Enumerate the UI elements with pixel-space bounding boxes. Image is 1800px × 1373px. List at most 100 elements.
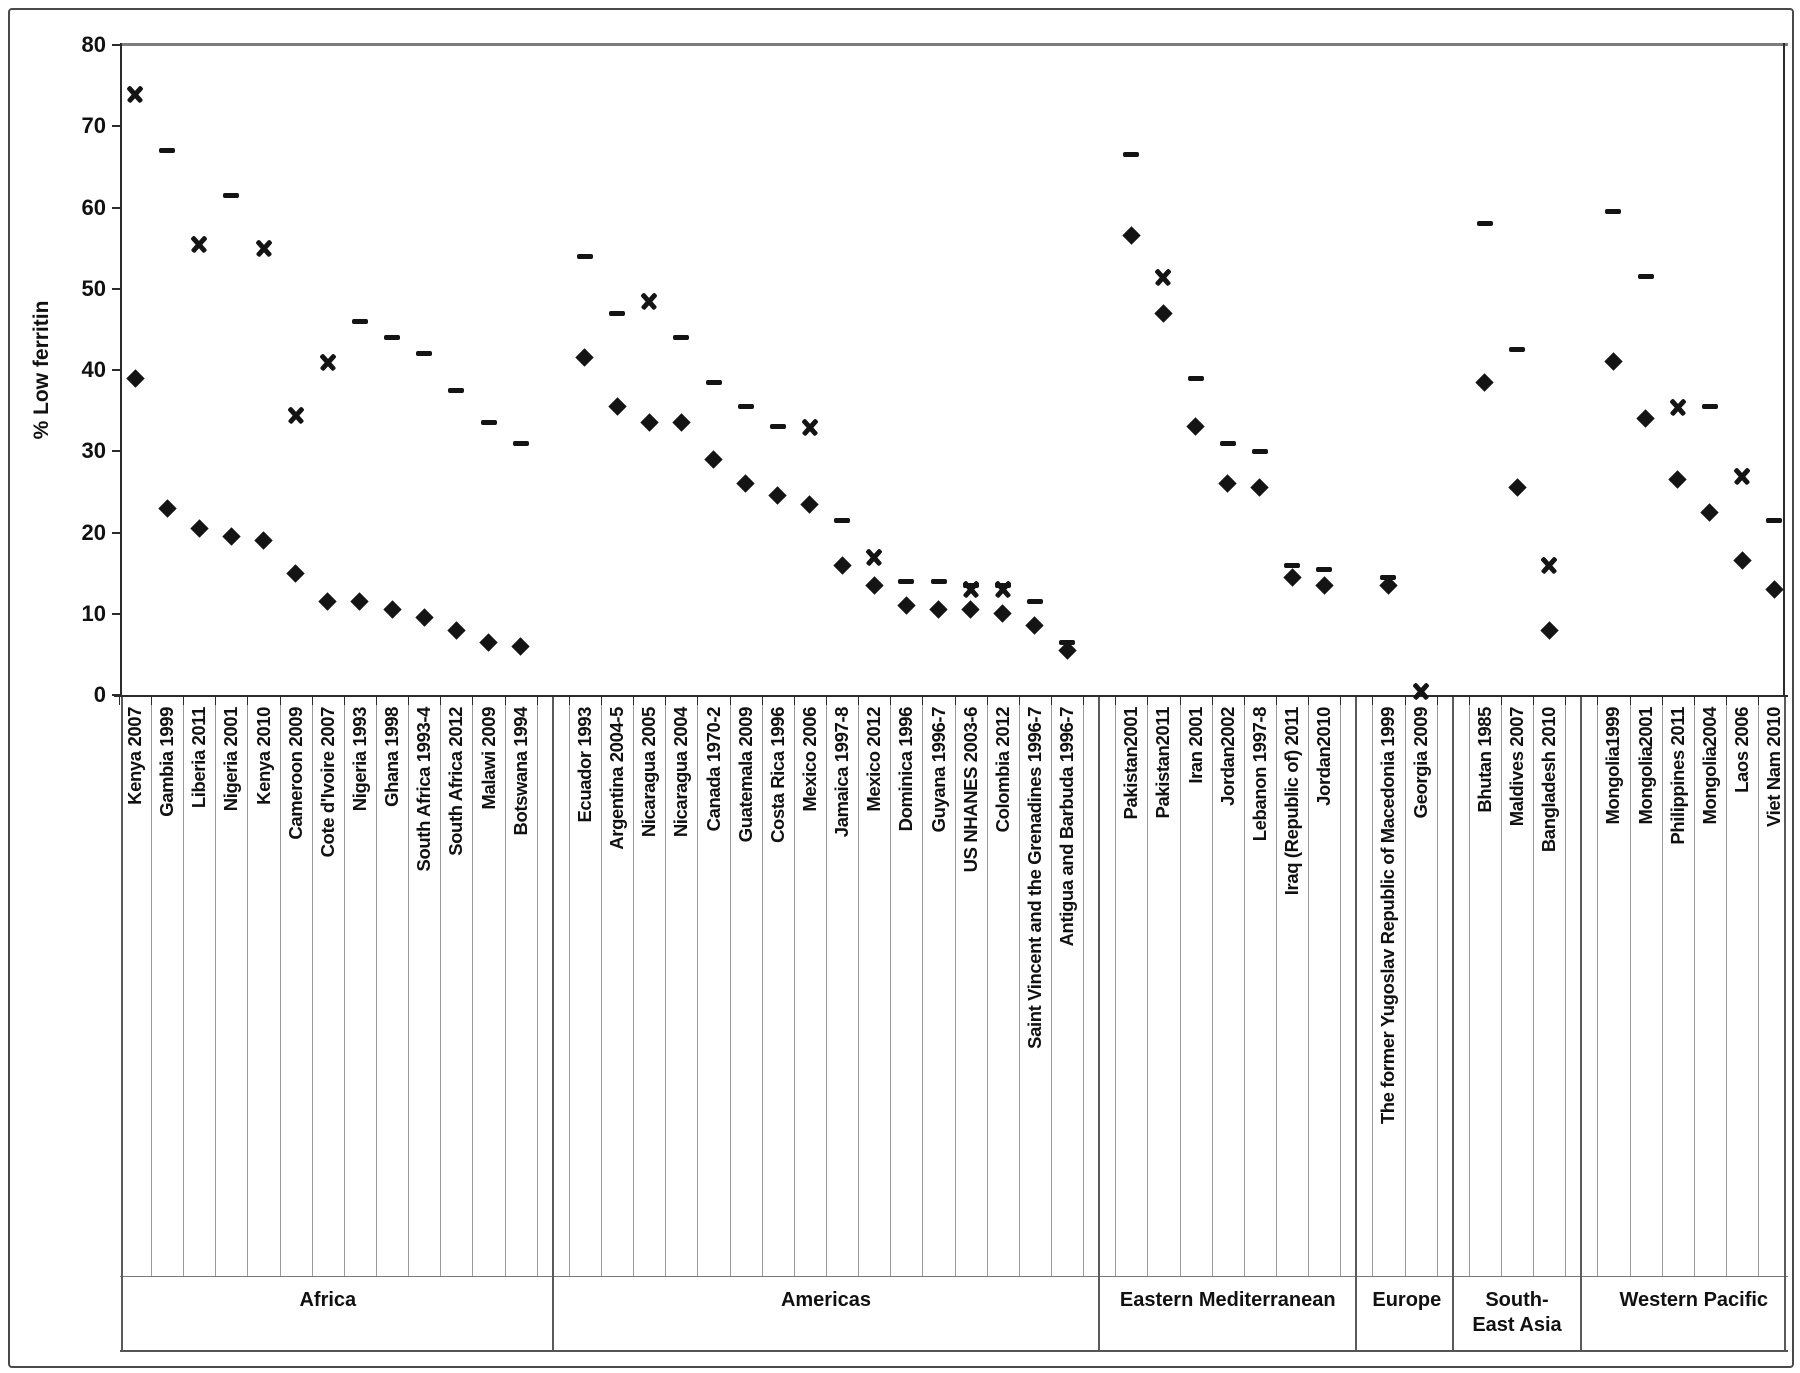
region-band-top-line	[120, 1276, 1788, 1277]
region-label: Western Pacific	[1619, 1289, 1769, 1311]
x-tick	[1083, 697, 1085, 705]
column-separator	[504, 697, 506, 1276]
country-label: Nigeria 2001	[220, 707, 242, 812]
country-label: Guatemala 2009	[734, 707, 756, 843]
country-label: Mexico 2006	[798, 707, 820, 812]
x-marker	[125, 84, 145, 104]
column-separator	[151, 697, 153, 1276]
y-tick	[112, 44, 121, 46]
x-tick	[633, 697, 635, 705]
country-label: Mongolia2004	[1698, 707, 1720, 825]
column-separator	[1372, 697, 1374, 1276]
x-marker	[1411, 681, 1431, 701]
diamond-marker	[190, 519, 209, 538]
country-label: Mongolia2001	[1634, 707, 1656, 825]
region-boundary-line	[551, 697, 554, 1350]
column-separator	[1468, 697, 1470, 1276]
x-tick	[1179, 697, 1181, 705]
x-tick	[408, 697, 410, 705]
region-label: Eastern Mediterranean	[1119, 1289, 1336, 1311]
y-tick-label: 80	[81, 32, 106, 57]
column-separator	[858, 697, 860, 1276]
country-label: Argentina 2004-5	[606, 707, 628, 850]
diamond-marker	[1700, 502, 1720, 522]
country-label: Georgia 2009	[1409, 707, 1431, 819]
country-label: Jordan2010	[1313, 707, 1335, 806]
diamond-marker	[961, 600, 980, 619]
dash-marker	[1766, 517, 1783, 523]
region-label: Europe	[1372, 1289, 1442, 1311]
country-label: Philippines 2011	[1666, 707, 1688, 845]
column-separator	[922, 697, 924, 1276]
dash-marker	[609, 310, 626, 316]
x-tick	[568, 697, 570, 705]
y-tick-label: 40	[81, 357, 106, 382]
y-tick-label: 50	[81, 275, 106, 301]
x-tick	[440, 697, 442, 705]
region-label: Africa	[299, 1289, 357, 1311]
x-tick	[1500, 697, 1502, 705]
dash-marker	[1476, 221, 1493, 227]
x-tick	[247, 697, 249, 705]
y-tick-label: 20	[81, 519, 106, 545]
dash-marker	[898, 578, 915, 584]
diamond-marker	[415, 608, 434, 628]
diamond-marker	[607, 397, 627, 416]
x-tick	[118, 697, 120, 705]
plot-top-border	[120, 43, 1788, 46]
diamond-marker	[1250, 478, 1270, 498]
diamond-marker	[286, 563, 305, 583]
dash-marker	[576, 253, 593, 259]
column-separator	[1758, 697, 1760, 1276]
column-separator	[1243, 697, 1245, 1276]
country-label: Gambia 1999	[156, 707, 178, 817]
diamond-marker	[447, 620, 466, 640]
dash-marker	[930, 578, 947, 584]
diamond-marker	[736, 474, 755, 493]
y-tick-label: 60	[81, 194, 106, 220]
column-separator	[1725, 697, 1727, 1276]
column-separator	[1597, 697, 1599, 1276]
x-tick	[536, 697, 538, 705]
diamond-marker	[479, 632, 498, 652]
x-tick	[601, 697, 603, 705]
column-separator	[279, 697, 281, 1276]
country-label: Costa Rica 1996	[766, 707, 788, 843]
country-label: Ghana 1998	[381, 707, 403, 807]
diamond-marker	[704, 450, 723, 469]
x-tick	[279, 697, 281, 705]
diamond-marker	[640, 413, 659, 433]
column-separator	[536, 697, 538, 1276]
x-marker	[800, 417, 820, 437]
country-label: Kenya 2010	[252, 707, 274, 805]
y-tick-label: 70	[81, 113, 106, 139]
y-tick-label: 0	[93, 682, 106, 707]
column-separator	[376, 697, 378, 1276]
dash-marker	[1123, 152, 1140, 158]
x-tick	[376, 697, 378, 705]
x-tick	[1565, 697, 1567, 705]
x-tick	[1661, 697, 1663, 705]
column-separator	[568, 697, 570, 1276]
country-label: Pakistan2011	[1152, 707, 1174, 819]
country-label: Maldives 2007	[1506, 707, 1528, 827]
plot-right-border	[1783, 43, 1785, 697]
ferritin-chart-figure: % Low ferritin 0 10 20 30 40 50 60 70 80 Kenya 2…	[8, 8, 1794, 1368]
dash-marker	[834, 517, 851, 523]
region-label: Americas	[780, 1289, 872, 1311]
x-tick	[1436, 697, 1438, 705]
country-label: Bhutan 1985	[1473, 707, 1495, 813]
x-tick	[1372, 697, 1374, 705]
column-separator	[472, 697, 474, 1276]
region-boundary-line	[1451, 697, 1454, 1350]
column-separator	[408, 697, 410, 1276]
x-tick	[183, 697, 185, 705]
column-separator	[986, 697, 988, 1276]
y-tick	[112, 531, 121, 534]
dash-marker	[673, 335, 690, 340]
x-marker	[961, 579, 981, 599]
x-marker	[639, 291, 659, 311]
dash-marker	[1701, 404, 1718, 410]
country-label: Botswana 1994	[509, 707, 531, 836]
x-marker	[189, 234, 209, 254]
